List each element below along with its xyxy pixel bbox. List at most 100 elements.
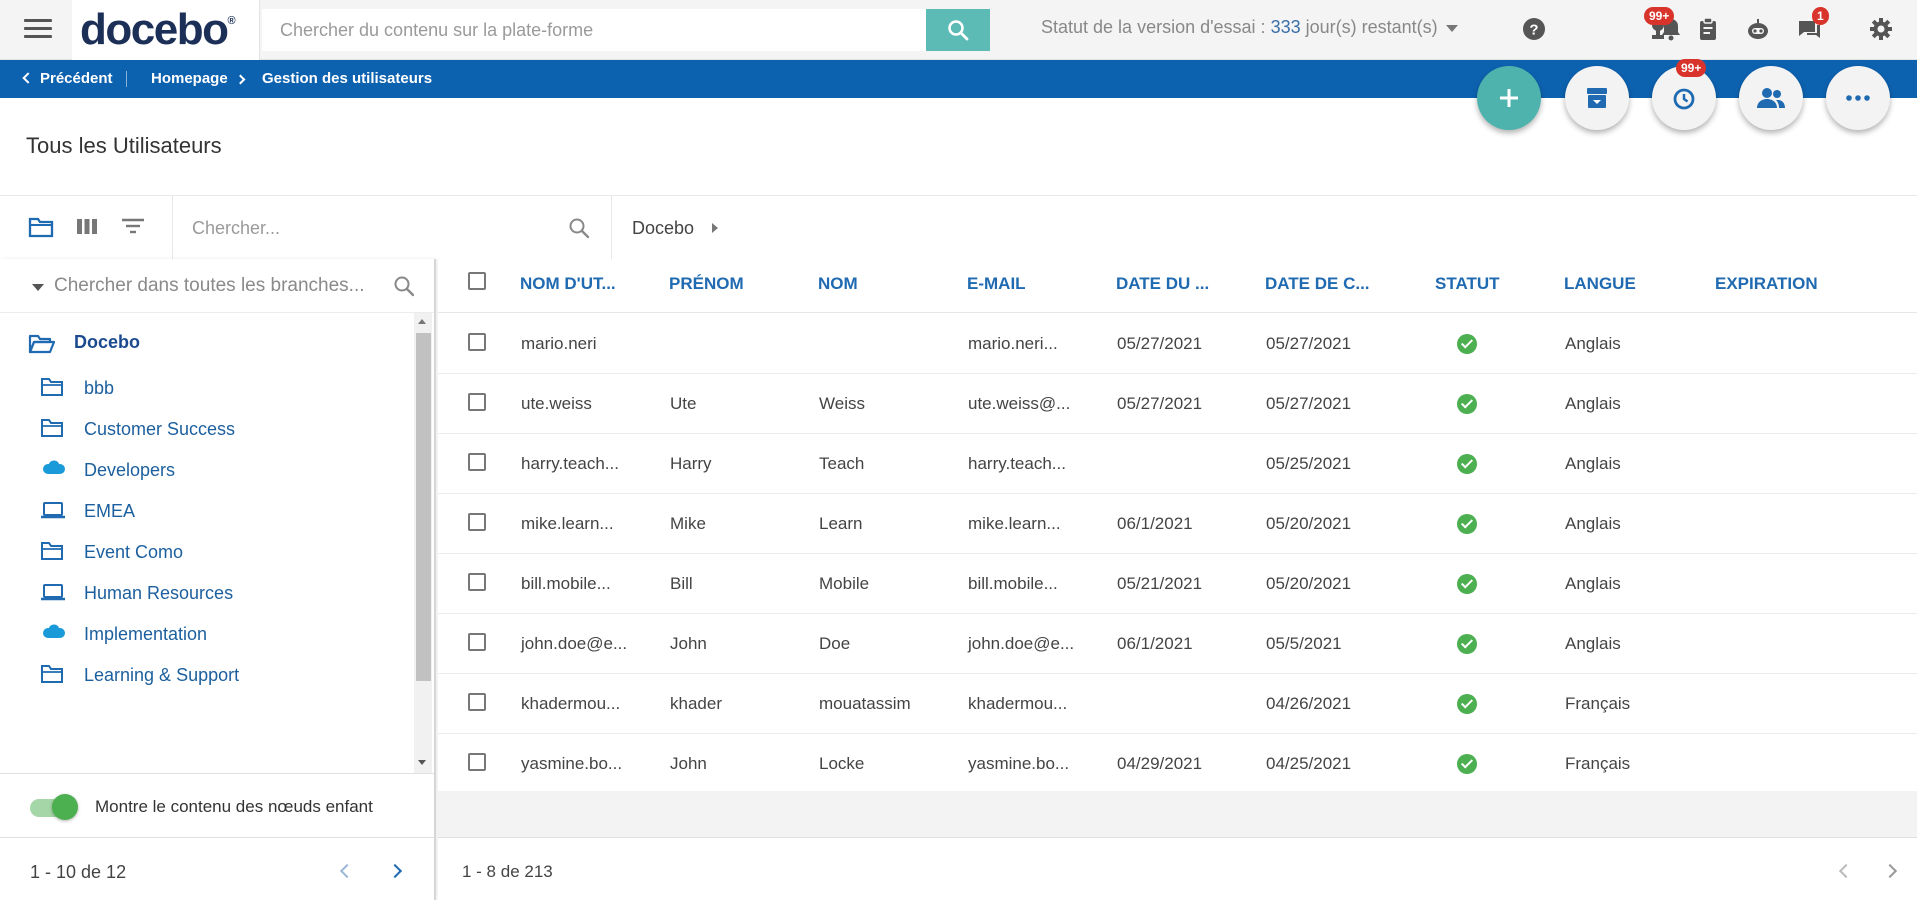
created-date-cell: 04/25/2021 bbox=[1266, 754, 1352, 773]
tree-item-label: Customer Success bbox=[84, 419, 236, 439]
back-link[interactable]: Précédent bbox=[22, 70, 113, 87]
column-header[interactable]: PRÉNOM bbox=[669, 274, 744, 293]
help-icon[interactable]: ? bbox=[1521, 16, 1549, 44]
chevron-left-icon[interactable] bbox=[1838, 863, 1854, 879]
notifications-bell[interactable]: 99+ bbox=[1644, 7, 1684, 44]
username-cell: john.doe@e... bbox=[521, 634, 628, 653]
tree-item-label: EMEA bbox=[84, 501, 136, 521]
breadcrumb: Précédent Homepage Gestion des utilisate… bbox=[0, 60, 1917, 98]
first-name-cell: Ute bbox=[670, 394, 697, 413]
email-cell: ute.weiss@... bbox=[968, 394, 1071, 413]
table-search-input[interactable] bbox=[180, 209, 610, 247]
column-header[interactable]: EXPIRATION bbox=[1715, 274, 1818, 293]
filter-icon[interactable] bbox=[120, 216, 146, 240]
status-active-icon bbox=[1457, 454, 1477, 474]
svg-text:?: ? bbox=[1529, 22, 1538, 39]
email-cell: harry.teach... bbox=[968, 454, 1066, 473]
trial-status-dropdown[interactable]: Statut de la version d'essai : 333 jour(… bbox=[1041, 17, 1458, 38]
first-name-cell: Mike bbox=[670, 514, 706, 533]
table-row[interactable]: john.doe@e... John Doe john.doe@e... 06/1/20… bbox=[438, 614, 1917, 674]
status-active-icon bbox=[1457, 334, 1477, 354]
table-row[interactable]: bill.mobile... Bill Mobile bill.mobile... 05… bbox=[438, 554, 1917, 614]
tree-item[interactable]: bbb bbox=[40, 374, 400, 404]
row-checkbox[interactable] bbox=[468, 393, 486, 411]
breadcrumb-home[interactable]: Homepage bbox=[151, 70, 228, 87]
caret-down-icon[interactable] bbox=[32, 284, 44, 291]
column-header[interactable]: LANGUE bbox=[1564, 274, 1636, 293]
tree-item[interactable]: Developers bbox=[40, 456, 400, 486]
first-name-cell: khader bbox=[670, 694, 722, 713]
gear-icon[interactable] bbox=[1868, 16, 1896, 44]
folder-icon bbox=[40, 664, 66, 686]
last-name-cell: Locke bbox=[819, 754, 865, 773]
column-header[interactable]: STATUT bbox=[1435, 274, 1500, 293]
last-name-cell: Mobile bbox=[819, 574, 870, 593]
date-cell: 06/1/2021 bbox=[1117, 634, 1193, 653]
tree-item[interactable]: Learning & Support bbox=[40, 661, 400, 691]
logo[interactable]: docebo® bbox=[80, 5, 235, 54]
row-checkbox[interactable] bbox=[468, 633, 486, 651]
search-button[interactable] bbox=[926, 9, 990, 51]
table-row[interactable]: harry.teach... Harry Teach harry.teach... 05… bbox=[438, 434, 1917, 494]
column-header[interactable]: DATE DU ... bbox=[1116, 274, 1210, 293]
first-name-cell: Bill bbox=[670, 574, 693, 593]
language-cell: Anglais bbox=[1565, 454, 1621, 473]
scroll-down-icon[interactable] bbox=[418, 760, 426, 765]
table-row[interactable]: mario.neri mario.neri... 05/27/2021 05/27/2… bbox=[438, 314, 1917, 374]
history-button[interactable]: 99+ bbox=[1652, 59, 1716, 130]
columns-icon[interactable] bbox=[75, 216, 101, 240]
logo-container[interactable]: docebo® bbox=[72, 0, 260, 60]
messages-button[interactable]: 1 bbox=[1796, 7, 1836, 44]
language-cell: Anglais bbox=[1565, 334, 1621, 353]
row-checkbox[interactable] bbox=[468, 753, 486, 771]
column-header[interactable]: E-MAIL bbox=[967, 274, 1026, 293]
first-name-cell: John bbox=[670, 754, 707, 773]
username-cell: khadermou... bbox=[521, 694, 621, 713]
created-date-cell: 05/5/2021 bbox=[1266, 634, 1342, 653]
scroll-thumb[interactable] bbox=[416, 333, 431, 681]
row-checkbox[interactable] bbox=[468, 573, 486, 591]
bot-icon[interactable] bbox=[1745, 16, 1773, 44]
tree-item[interactable]: Customer Success bbox=[40, 415, 400, 445]
chevron-left-icon[interactable] bbox=[339, 863, 355, 879]
tree-item[interactable]: EMEA bbox=[40, 497, 400, 527]
chevron-right-icon[interactable] bbox=[1882, 863, 1898, 879]
table-row[interactable]: ute.weiss Ute Weiss ute.weiss@... 05/27/2021… bbox=[438, 374, 1917, 434]
row-checkbox[interactable] bbox=[468, 693, 486, 711]
tree-item[interactable]: Event Como bbox=[40, 538, 400, 568]
row-checkbox[interactable] bbox=[468, 453, 486, 471]
column-header[interactable]: DATE DE C... bbox=[1265, 274, 1370, 293]
language-cell: Anglais bbox=[1565, 514, 1621, 533]
email-cell: bill.mobile... bbox=[968, 574, 1058, 593]
more-button[interactable] bbox=[1826, 66, 1890, 130]
toggle-knob[interactable] bbox=[52, 794, 78, 820]
users-button[interactable] bbox=[1739, 66, 1803, 130]
tree-item[interactable]: Implementation bbox=[40, 620, 400, 650]
folder-view-icon[interactable] bbox=[28, 216, 54, 240]
platform-search-input[interactable] bbox=[262, 9, 926, 51]
row-checkbox[interactable] bbox=[468, 333, 486, 351]
table-row[interactable]: yasmine.bo... John Locke yasmine.bo... 04/29… bbox=[438, 734, 1917, 794]
tree-item-label: Learning & Support bbox=[84, 665, 240, 685]
add-button[interactable] bbox=[1477, 66, 1541, 130]
table-row[interactable]: khadermou... khader mouatassim khadermou...… bbox=[438, 674, 1917, 734]
clipboard-icon[interactable] bbox=[1695, 16, 1723, 44]
search-icon[interactable] bbox=[392, 274, 416, 298]
archive-button[interactable] bbox=[1565, 66, 1629, 130]
branch-search-input[interactable] bbox=[54, 267, 384, 305]
chevron-right-icon[interactable] bbox=[387, 863, 403, 879]
menu-icon[interactable] bbox=[24, 19, 52, 41]
tree-root-label: Docebo bbox=[74, 332, 141, 352]
table-search-icon[interactable] bbox=[567, 216, 591, 240]
date-cell: 05/21/2021 bbox=[1117, 574, 1203, 593]
select-all-checkbox[interactable] bbox=[468, 272, 486, 290]
table-toolbar: Docebo bbox=[0, 195, 1917, 260]
column-header[interactable]: NOM D'UT... bbox=[520, 274, 616, 293]
scroll-up-icon[interactable] bbox=[418, 319, 426, 324]
table-row[interactable]: mike.learn... Mike Learn mike.learn... 06/1/… bbox=[438, 494, 1917, 554]
tree-item[interactable]: Human Resources bbox=[40, 579, 400, 609]
column-header[interactable]: NOM bbox=[818, 274, 858, 293]
row-checkbox[interactable] bbox=[468, 513, 486, 531]
branch-breadcrumb[interactable]: Docebo bbox=[632, 218, 695, 238]
status-active-icon bbox=[1457, 514, 1477, 534]
